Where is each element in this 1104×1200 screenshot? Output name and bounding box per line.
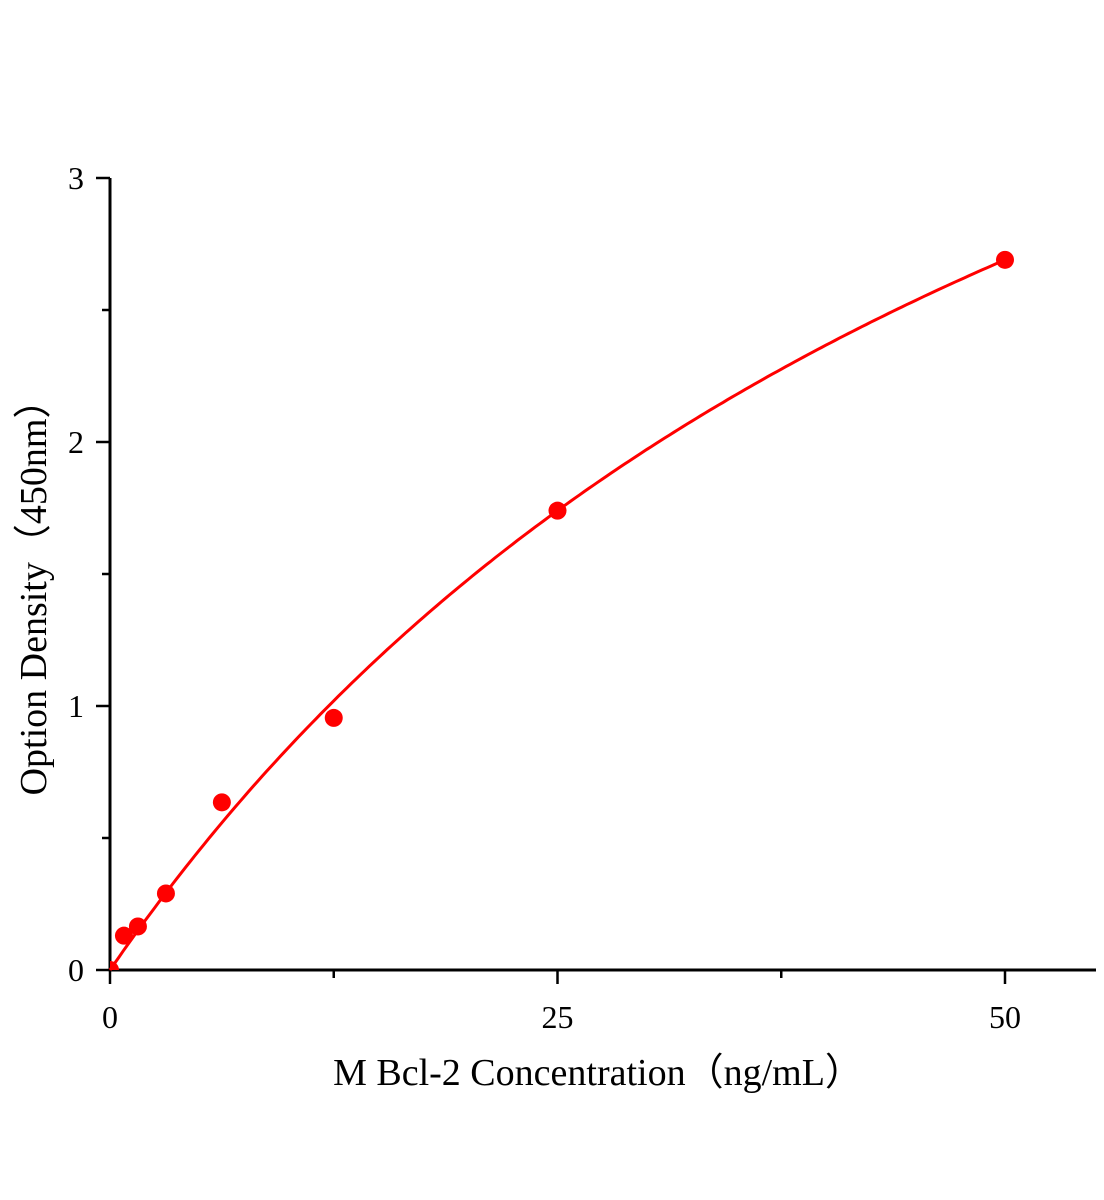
data-point [110, 961, 119, 970]
data-point [996, 250, 1014, 269]
y-axis-label: Option Density（450nm） [13, 381, 55, 796]
fit-curve-layer [108, 258, 1006, 971]
data-point [114, 926, 133, 945]
data-points [110, 250, 1014, 970]
y-tick-label: 3 [68, 160, 84, 196]
y-tick-label: 1 [68, 688, 84, 724]
y-tick-label: 0 [68, 952, 84, 988]
y-tick-label: 2 [68, 424, 84, 460]
data-point [324, 708, 343, 727]
axes [96, 176, 1096, 984]
data-point [128, 917, 147, 936]
fit-curve [108, 258, 1006, 971]
data-point [548, 501, 567, 520]
data-point [156, 884, 175, 903]
tick-labels: 0 25 50 0 1 2 3 [68, 160, 1021, 1035]
data-point [212, 793, 231, 812]
x-tick-label: 50 [989, 999, 1021, 1035]
x-axis-label: M Bcl-2 Concentration（ng/mL） [333, 1052, 863, 1094]
x-tick-label: 25 [542, 999, 574, 1035]
x-tick-label: 0 [102, 999, 118, 1035]
